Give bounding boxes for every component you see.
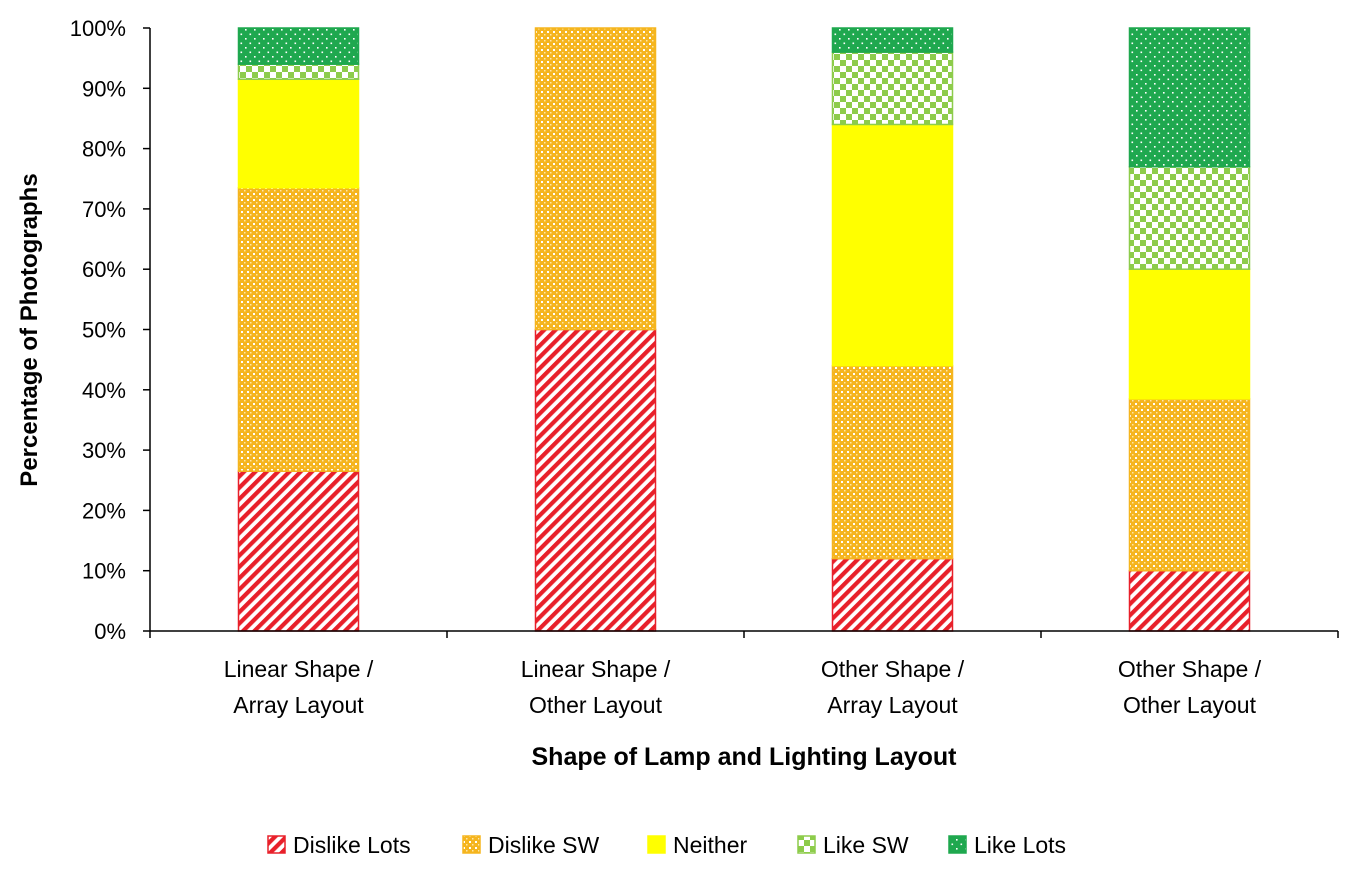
- bar-segment-dislike-lots: [1128, 569, 1251, 632]
- bar-segment-neither: [1128, 268, 1251, 400]
- y-tick-label: 60%: [82, 257, 126, 282]
- legend-label: Neither: [673, 832, 747, 858]
- legend-label: Like SW: [823, 832, 909, 858]
- x-tick-label: Other Layout: [529, 692, 663, 718]
- legend-swatch: [647, 835, 666, 854]
- legend: Dislike Lots Dislike SW Neither Like SW Like…: [267, 832, 1066, 858]
- x-tick-label: Other Layout: [1123, 692, 1257, 718]
- bar-segment-like-lots: [237, 27, 360, 65]
- y-tick-label: 20%: [82, 498, 126, 523]
- legend-swatch: [267, 835, 286, 854]
- bar-segment-neither: [831, 123, 954, 367]
- bar-segment-dislike-sw: [831, 364, 954, 560]
- bar-segment-dislike-lots: [534, 328, 657, 632]
- bar-segment-dislike-lots: [237, 470, 360, 632]
- x-axis-ticks: Linear Shape / Array Layout Linear Shape /…: [149, 631, 1339, 718]
- bar-segment-like-sw: [1128, 165, 1251, 270]
- legend-swatch: [948, 835, 967, 854]
- legend-label: Dislike SW: [488, 832, 599, 858]
- x-axis-title: Shape of Lamp and Lighting Layout: [532, 743, 958, 771]
- bars: [237, 27, 1251, 632]
- y-axis-title: Percentage of Photographs: [16, 173, 43, 486]
- legend-swatch: [797, 835, 816, 854]
- legend-label: Dislike Lots: [293, 832, 411, 858]
- bar-segment-like-lots: [1128, 27, 1251, 168]
- legend-label: Like Lots: [974, 832, 1066, 858]
- bar-segment-dislike-sw: [534, 27, 657, 331]
- x-tick-label: Other Shape /: [1118, 656, 1262, 682]
- bar-segment-dislike-sw: [1128, 398, 1251, 572]
- x-tick-label: Linear Shape /: [521, 656, 671, 682]
- y-tick-label: 30%: [82, 438, 126, 463]
- x-tick-label: Array Layout: [233, 692, 364, 718]
- bar-segment-like-sw: [831, 51, 954, 126]
- bar-segment-like-sw: [237, 63, 360, 81]
- y-tick-label: 0%: [94, 619, 126, 644]
- y-tick-label: 80%: [82, 137, 126, 162]
- y-tick-label: 50%: [82, 318, 126, 343]
- bar-segment-dislike-lots: [831, 557, 954, 632]
- bar-segment-neither: [237, 78, 360, 189]
- y-tick-label: 40%: [82, 378, 126, 403]
- y-tick-label: 10%: [82, 559, 126, 584]
- x-tick-label: Other Shape /: [821, 656, 965, 682]
- legend-swatch: [462, 835, 481, 854]
- y-tick-label: 90%: [82, 76, 126, 101]
- x-tick-label: Array Layout: [827, 692, 958, 718]
- bar-segment-like-lots: [831, 27, 954, 53]
- bar-segment-dislike-sw: [237, 187, 360, 472]
- y-tick-label: 70%: [82, 197, 126, 222]
- y-axis-ticks: 0% 10% 20% 30% 40% 50% 60% 70% 80% 90% 100%: [70, 16, 150, 644]
- x-tick-label: Linear Shape /: [224, 656, 374, 682]
- y-tick-label: 100%: [70, 16, 126, 41]
